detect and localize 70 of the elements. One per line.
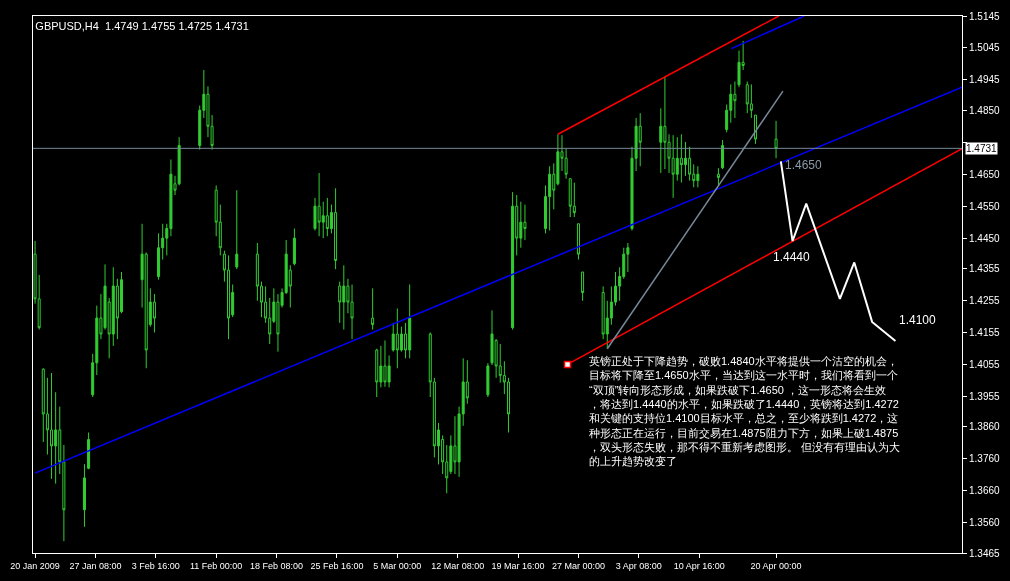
y-tick-label: 1.3760 [969,453,1001,465]
candlestick [753,114,757,145]
y-tick-label: 1.3955 [969,390,1001,402]
annotation: 1.4100 [899,313,937,327]
candlestick [572,182,576,218]
x-tick-label: 19 Mar 16:00 [491,560,545,571]
annotation: 1.4650 [785,158,823,172]
candlestick [696,165,700,188]
candlestick [581,271,585,302]
candlestick [235,189,239,270]
y-tick-label: 1.4055 [969,358,1001,370]
y-tick-label: 1.3660 [969,485,1001,497]
candlestick [334,187,338,270]
ref-line-label: 1.4731 [966,143,998,154]
y-tick-label: 1.4945 [969,74,1001,86]
x-tick-label: 25 Feb 16:00 [310,560,364,571]
candlestick [721,139,725,170]
x-tick-label: 20 Apr 00:00 [750,560,802,571]
chart-title: GBPUSD,H4 1.4749 1.4755 1.4725 1.4731 [35,19,249,32]
y-tick-label: 1.4550 [969,200,1001,212]
y-tick-label: 1.5045 [969,42,1001,54]
candlestick [408,284,412,359]
y-tick-label: 1.4650 [969,168,1001,180]
y-tick-label: 1.4355 [969,263,1001,275]
y-tick-label: 1.3465 [969,547,1001,559]
candlestick [227,254,231,340]
y-tick-label: 1.4450 [969,232,1001,244]
candlestick [375,348,379,398]
y-tick-label: 1.5145 [969,10,1001,22]
candlestick [671,134,675,199]
x-tick-label: 12 Mar 08:00 [431,560,485,571]
candlestick [395,307,399,369]
candlestick [576,223,580,261]
candlestick [62,444,66,542]
candlestick [82,463,86,528]
x-tick-label: 5 Mar 00:00 [373,560,422,571]
x-tick-label: 10 Apr 16:00 [673,560,725,571]
candlestick [342,264,346,331]
candlestick [716,167,720,186]
candlestick [548,165,552,231]
y-tick-label: 1.3860 [969,421,1001,433]
y-tick-label: 1.3560 [969,517,1001,529]
x-tick-label: 11 Feb 00:00 [190,560,243,571]
candlestick [774,120,778,159]
x-tick-label: 27 Jan 08:00 [69,560,122,571]
candlestick [745,81,749,114]
candlestick [749,83,753,119]
x-tick-label: 18 Feb 08:00 [250,560,304,571]
candlestick [50,372,54,480]
y-tick-label: 1.4850 [969,104,1001,116]
candlestick [679,133,683,184]
y-tick-label: 1.4255 [969,294,1001,306]
candlestick [486,362,490,398]
annotation: 英镑正处于下降趋势，破败1.4840水平将提供一个沽空的机会，目标将下降至1.4650水平，当达到这一水平时，我们将看到一个“双顶”转向形态形成，如果跌破下1.4650 ，这一形态将会生效，将达到1.4440的水平，如果跌破了1.4440，英镑将达到1.4272和关键的支持位1.4100目标水平，总之，至少将跌到1.4272，这种形态正在运行，目前交易在1.4875阻力下方，如果上破1.4875，双头形态失败，那不得不重新考虑图形。 但没有有理由认为大的上升趋势改变了 [589,355,901,468]
candlestick [87,431,91,470]
candlestick [292,228,296,266]
x-tick-label: 27 Mar 00:00 [551,560,605,571]
candlestick [383,339,387,388]
x-tick-label: 20 Jan 2009 [10,560,60,571]
candlestick [568,178,572,218]
x-tick-label: 3 Apr 08:00 [615,560,662,571]
y-tick-label: 1.4155 [969,326,1001,338]
candlestick [317,172,321,237]
candlestick [511,191,515,331]
candlestick [638,112,642,167]
candlestick [371,287,375,331]
x-tick-label: 3 Feb 16:00 [131,560,180,571]
candlestick [663,76,667,170]
annotation: 1.4440 [773,250,811,264]
candlestick [325,197,329,237]
